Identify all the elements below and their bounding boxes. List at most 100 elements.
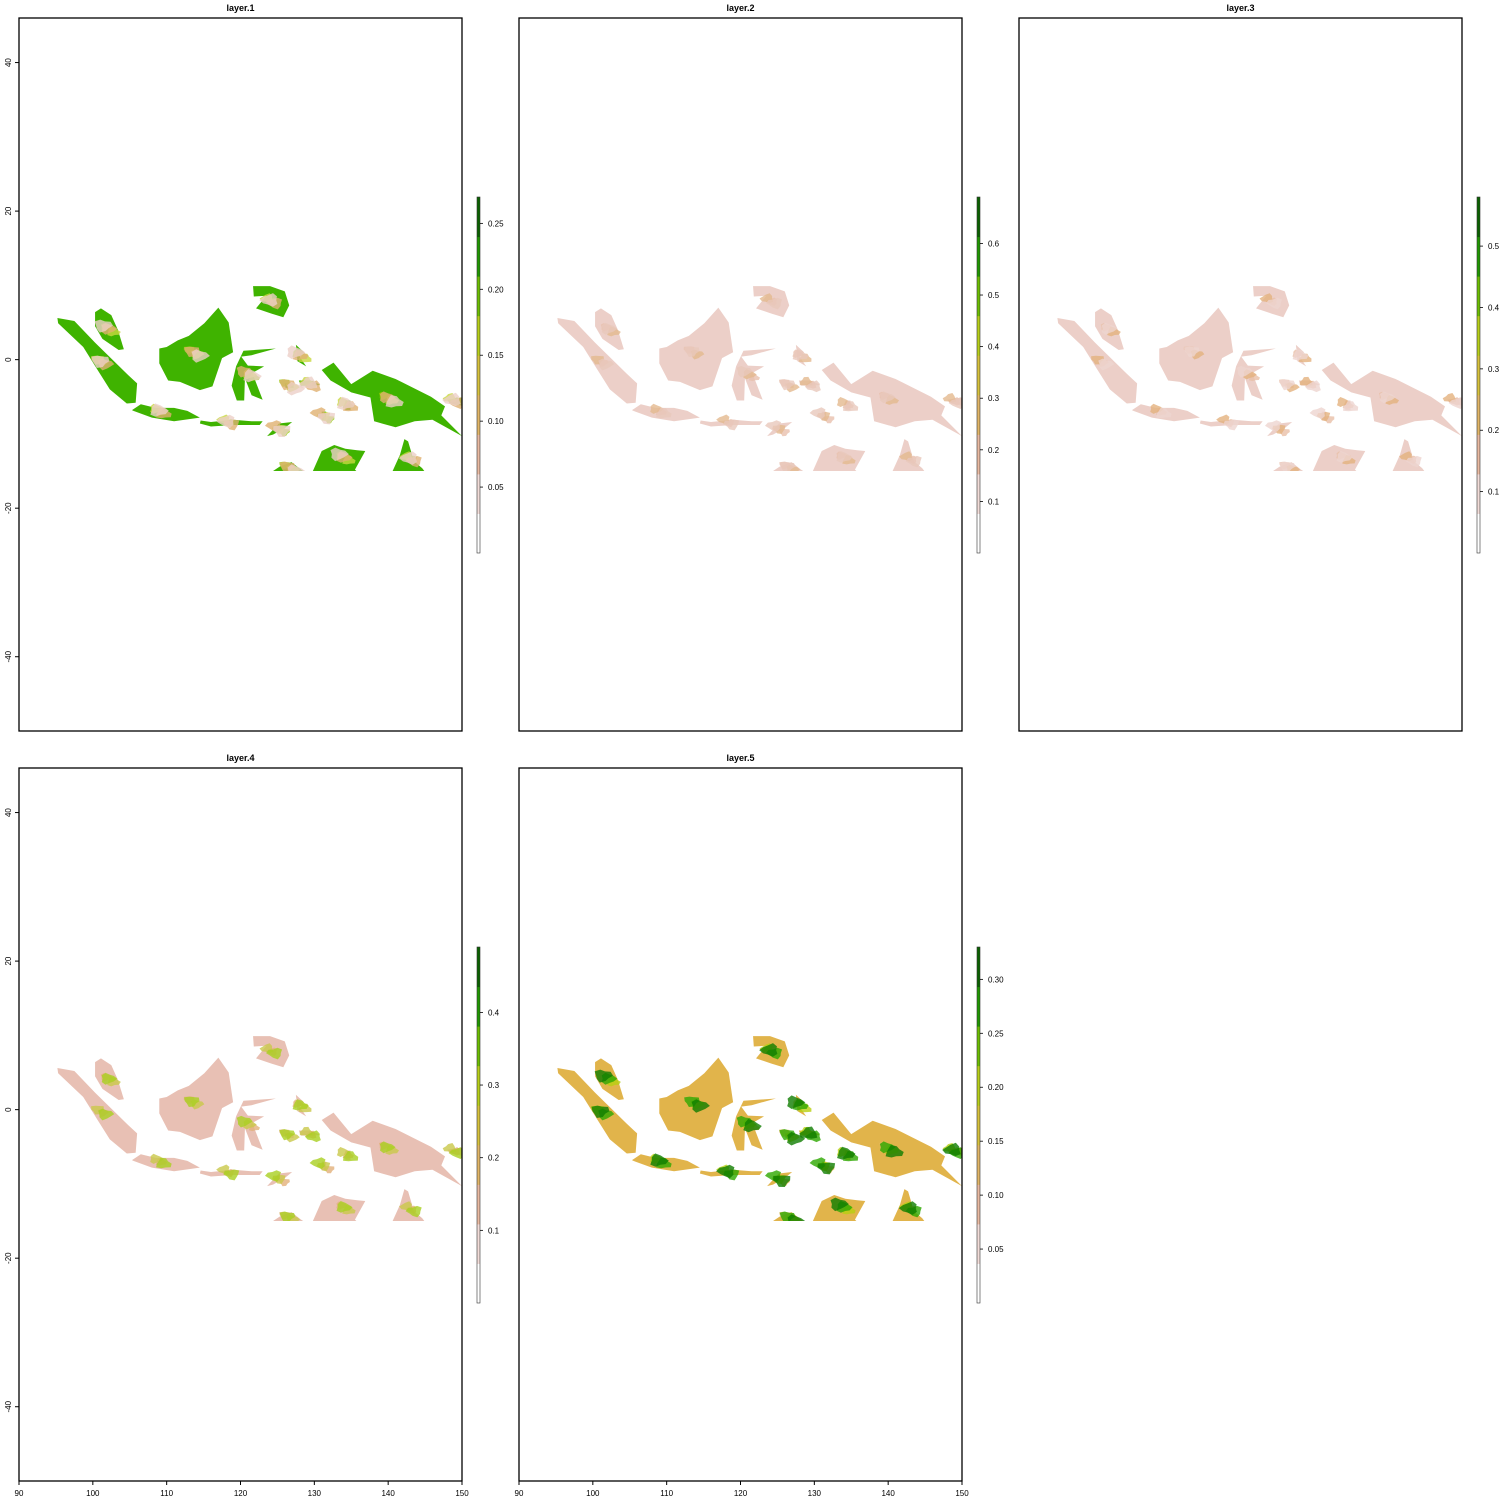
value-patch [736, 1115, 753, 1128]
value-patch [287, 345, 306, 360]
plot-frame [518, 17, 963, 732]
value-patch [442, 392, 461, 407]
legend-tick-label: 0.15 [488, 351, 504, 360]
value-patch [1184, 346, 1200, 358]
legend-frame [1476, 196, 1481, 554]
y-axis: 40 20 0 -20 -40 [4, 808, 19, 1413]
legend-color-step [1477, 197, 1480, 238]
legend-frame [476, 946, 481, 1304]
island-sulawesi [1231, 348, 1276, 401]
value-patch [787, 1214, 806, 1222]
legend-tick-label: 0.15 [988, 1137, 1004, 1146]
legend-color-step [477, 473, 480, 514]
legend-color-step [477, 315, 480, 356]
legend-color-step [1477, 473, 1480, 514]
value-patch [236, 365, 253, 378]
legend-tick-label: 0.5 [1488, 242, 1500, 251]
value-patch [879, 391, 896, 404]
value-patch [184, 1096, 200, 1108]
legend-tick-label: 0.4 [1488, 303, 1500, 312]
value-patch [594, 1069, 614, 1083]
value-patch [779, 379, 796, 391]
value-patch [216, 414, 235, 429]
legend-color-step [1477, 513, 1480, 554]
x-axis: 90 100 110 120 130 140 150 [515, 1481, 969, 1498]
x-tick-label: 110 [660, 1489, 673, 1498]
y-tick-label: 0 [4, 357, 13, 362]
value-patch [716, 1164, 735, 1179]
value-patch [101, 1072, 118, 1085]
value-patch [1299, 376, 1313, 386]
x-axis: 90 100 110 120 130 140 150 [15, 1481, 469, 1498]
legend-tick-label: 0.10 [488, 417, 504, 426]
legend-color-step [977, 315, 980, 356]
value-patch [94, 319, 114, 333]
legend-color-step [477, 276, 480, 317]
value-patch [1279, 379, 1296, 391]
panel-title: layer.5 [726, 753, 754, 763]
value-patch [736, 365, 753, 378]
value-patch [1101, 322, 1118, 335]
legend-tick-label: 0.3 [488, 1081, 500, 1090]
legend-tick-label: 0.3 [988, 394, 1000, 403]
value-patch [836, 451, 853, 463]
value-patch [279, 1211, 296, 1222]
value-patch [779, 461, 796, 472]
raster-landmass [557, 286, 962, 472]
legend-tick-label: 0.2 [1488, 426, 1500, 435]
value-patch [691, 1099, 710, 1113]
island-sulawesi [231, 1098, 276, 1151]
legend-tick-label: 0.10 [988, 1191, 1004, 1200]
value-patch [885, 1144, 904, 1158]
value-patch [773, 1175, 791, 1187]
legend-color-step [477, 197, 480, 238]
legend-color-step [1477, 315, 1480, 356]
value-patch [279, 379, 296, 391]
value-patch [830, 1197, 849, 1212]
panel-title: layer.4 [226, 753, 254, 763]
legend-tick-label: 0.6 [988, 239, 1000, 248]
island-sulawesi [231, 348, 276, 401]
legend-color-step [977, 473, 980, 514]
y-tick-label: 20 [4, 956, 13, 965]
value-patch [279, 1129, 296, 1141]
legend-color-step [977, 1105, 980, 1146]
panel-title: layer.1 [226, 3, 254, 13]
value-patch [905, 455, 922, 468]
legend-color-step [977, 197, 980, 238]
panel-title: layer.2 [726, 3, 754, 13]
value-patch [1266, 297, 1283, 310]
island-sulawesi [731, 1098, 776, 1151]
legend-tick-label: 0.20 [988, 1083, 1004, 1092]
value-patch [601, 322, 618, 335]
legend-color-step [977, 434, 980, 475]
value-patch [336, 1201, 353, 1213]
raster-landmass [557, 1036, 962, 1222]
value-patch [684, 346, 700, 358]
x-tick-label: 120 [734, 1489, 748, 1498]
y-tick-label: -40 [4, 1400, 13, 1412]
value-patch [804, 380, 821, 393]
value-patch [223, 1169, 240, 1181]
legend-color-step [1477, 434, 1480, 475]
panel-title: layer.3 [1226, 3, 1254, 13]
value-patch [317, 412, 336, 425]
legend-color-step [477, 986, 480, 1027]
legend-color-step [477, 1065, 480, 1106]
value-patch [292, 1099, 309, 1111]
value-patch [385, 394, 404, 408]
value-patch [650, 1153, 669, 1167]
legend-color-step [977, 1263, 980, 1304]
legend-color-step [977, 355, 980, 396]
value-patch [898, 1201, 917, 1215]
legend-color-step [1477, 394, 1480, 435]
value-patch [1379, 391, 1396, 404]
legend-color-step [477, 1223, 480, 1264]
x-tick-label: 90 [15, 1489, 24, 1498]
legend-tick-label: 0.1 [988, 497, 1000, 506]
value-patch [817, 1162, 836, 1175]
x-tick-label: 130 [308, 1489, 322, 1498]
value-patch [764, 420, 782, 432]
x-tick-label: 140 [381, 1489, 395, 1498]
legend-tick-label: 0.30 [988, 975, 1004, 984]
